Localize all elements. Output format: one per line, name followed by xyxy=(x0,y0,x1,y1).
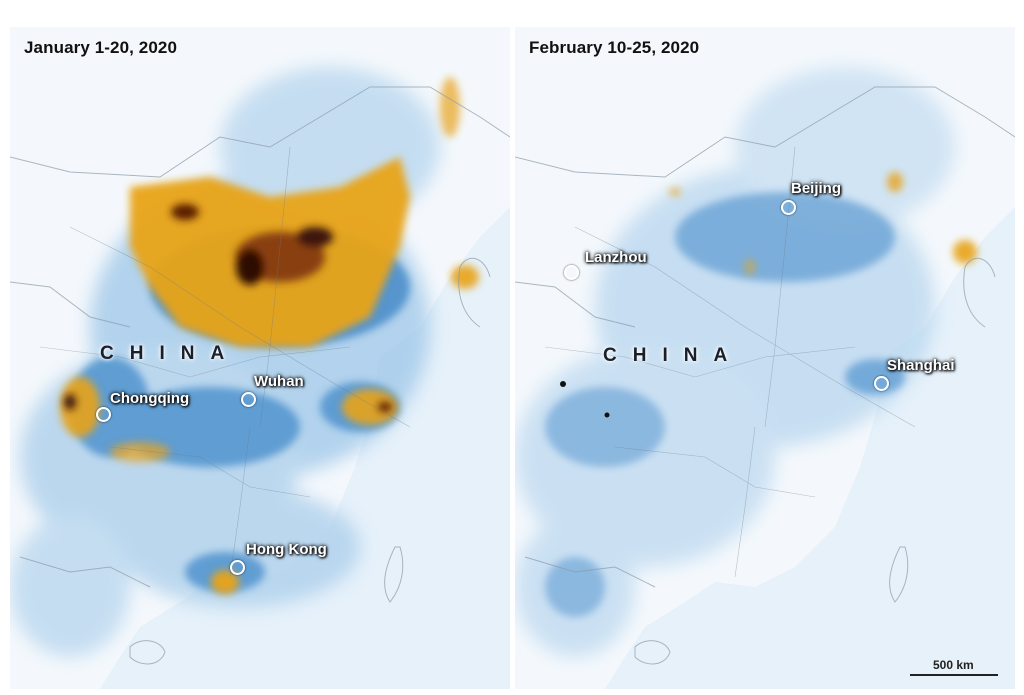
panel-date-title: February 10-25, 2020 xyxy=(529,38,700,57)
borders xyxy=(515,86,1015,665)
city-label-chongqing: Chongqing xyxy=(110,390,190,407)
borders xyxy=(10,86,510,665)
city-marker-lanzhou xyxy=(564,265,579,280)
city-label-beijing: Beijing xyxy=(791,180,842,197)
scale-bar-label: 500 km xyxy=(933,658,974,672)
scale-bar xyxy=(910,674,998,676)
road-network xyxy=(39,146,411,578)
panel-date-title: January 1-20, 2020 xyxy=(24,38,178,57)
city-marker-beijing xyxy=(781,200,796,215)
no2-medium-layer xyxy=(545,192,905,617)
city-marker-hong-kong xyxy=(230,560,245,575)
dark-spots xyxy=(560,381,610,418)
city-label-hong-kong: Hong Kong xyxy=(246,541,327,558)
no2-high-layer xyxy=(669,172,977,275)
city-label-shanghai: Shanghai xyxy=(887,357,955,374)
map-panel-february: February 10-25, 2020 CHINA Beijing Lanzh… xyxy=(515,27,1015,689)
no2-peak-layer xyxy=(64,204,392,412)
city-marker-chongqing xyxy=(96,407,111,422)
city-label-wuhan: Wuhan xyxy=(254,373,304,390)
country-label: CHINA xyxy=(100,343,241,364)
city-label-lanzhou: Lanzhou xyxy=(585,249,647,266)
no2-map-february xyxy=(515,27,1015,689)
no2-map-january xyxy=(10,27,510,689)
road-network xyxy=(544,146,916,578)
country-label: CHINA xyxy=(603,345,744,366)
city-marker-shanghai xyxy=(874,376,889,391)
map-panel-january: January 1-20, 2020 CHINA Chongqing Wuhan… xyxy=(10,27,510,689)
city-marker-wuhan xyxy=(241,392,256,407)
